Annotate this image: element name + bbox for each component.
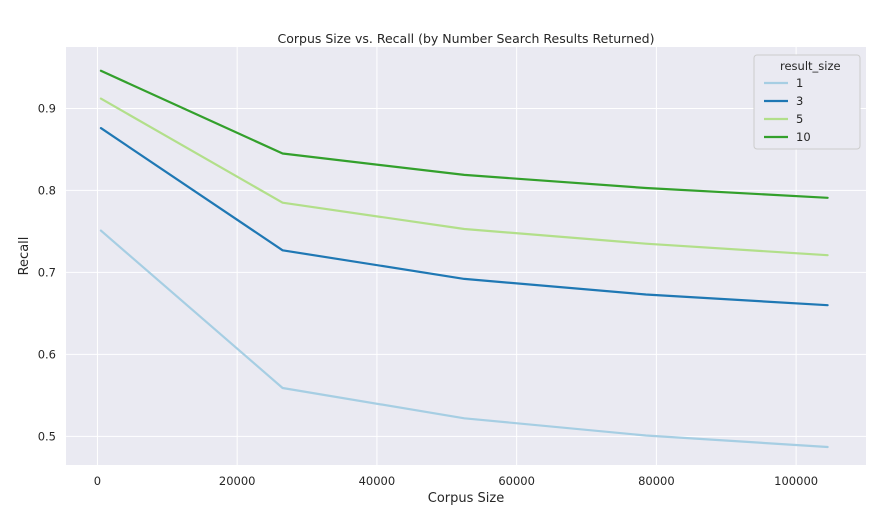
series-line-1 — [99, 229, 829, 449]
y-tick-label: 0.5 — [38, 429, 56, 443]
x-tick-label: 0 — [94, 474, 101, 488]
x-tick-label: 40000 — [359, 474, 396, 488]
y-tick-label: 0.9 — [38, 101, 56, 115]
y-tick-label: 0.7 — [38, 265, 56, 279]
legend-label: 3 — [796, 94, 803, 108]
legend-items: 1 3 5 10 — [764, 76, 811, 144]
y-tick-label: 0.8 — [38, 183, 56, 197]
series-line-5 — [99, 97, 829, 257]
legend-label: 1 — [796, 76, 803, 90]
chart-title: Corpus Size vs. Recall (by Number Search… — [278, 31, 655, 46]
legend: result_size 1 3 5 10 — [753, 54, 861, 150]
y-axis-title: Recall — [17, 237, 32, 276]
x-tick-label: 80000 — [638, 474, 675, 488]
legend-title: result_size — [780, 59, 841, 73]
tick-labels: 0 20000 40000 60000 80000 100000 0.5 0.6 0.7 0.8 0… — [38, 101, 818, 488]
x-tick-label: 60000 — [498, 474, 535, 488]
x-tick-label: 100000 — [774, 474, 818, 488]
x-tick-label: 20000 — [219, 474, 256, 488]
series-line-3 — [99, 127, 829, 307]
x-axis-title: Corpus Size — [428, 491, 504, 506]
legend-box — [753, 54, 861, 150]
series-line-10 — [99, 69, 829, 199]
y-tick-label: 0.6 — [38, 347, 56, 361]
series-lines — [99, 69, 829, 449]
legend-label: 5 — [796, 112, 803, 126]
legend-label: 10 — [796, 130, 811, 144]
grid — [66, 47, 866, 465]
